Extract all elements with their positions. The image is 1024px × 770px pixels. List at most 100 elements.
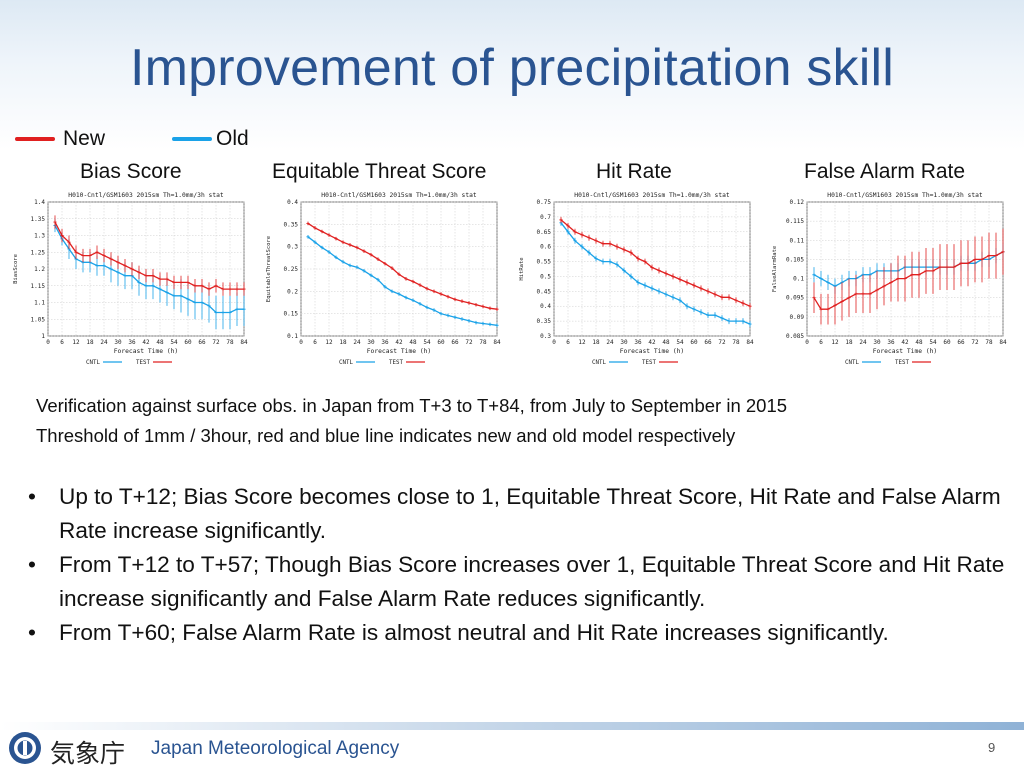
y-tick-label: 0.4 [540,303,551,310]
data-point [812,273,816,277]
data-point [425,287,429,291]
data-point [376,257,380,261]
y-tick-label: 0.4 [287,199,298,206]
data-point [580,245,584,249]
x-tick-label: 48 [662,339,670,346]
x-axis-label: Forecast Time (h) [367,348,431,355]
data-point [221,310,225,315]
data-point [587,236,591,240]
data-point [446,313,450,318]
y-tick-label: 0.095 [786,295,804,302]
data-point [938,265,942,269]
data-point [116,260,120,264]
data-point [306,221,310,226]
legend-old-label: Old [216,127,249,150]
chart-header: H010-Cntl/GSM1603 2015sm Th=1.0mm/3h sta… [68,192,224,199]
y-tick-label: 0.3 [540,333,551,340]
data-point [741,319,745,323]
jma-kanji-name: 気象庁 [50,739,126,768]
data-point [833,303,837,307]
data-point [692,307,696,311]
bullet-item: • Up to T+12; Bias Score becomes close to… [28,480,1018,548]
data-point [685,280,689,284]
y-tick-label: 0.55 [537,259,552,266]
y-axis-label: FalseAlarmRate [772,246,778,292]
data-point [172,294,176,298]
data-point [594,239,598,243]
data-point [95,264,99,268]
data-point [671,295,675,299]
data-point [383,285,387,289]
footer-band [0,722,1024,730]
y-tick-label: 1.15 [31,283,46,290]
x-tick-label: 72 [718,339,726,346]
data-point [959,261,963,265]
data-point [186,297,190,301]
data-point [179,280,183,284]
verification-note-1: Verification against surface obs. in Jap… [36,395,788,416]
data-point [397,272,401,276]
bullet-item: • From T+12 to T+57; Though Bias Score in… [28,548,1018,616]
data-point [341,260,345,264]
data-point [657,289,661,293]
data-point [678,298,682,302]
data-point [453,297,457,301]
data-point [488,322,492,326]
chart-legend-label: TEST [642,360,656,366]
data-point [601,259,605,264]
y-tick-label: 0.35 [284,221,299,228]
chart-title-ets: Equitable Threat Score [272,160,487,183]
data-point [966,261,970,265]
data-point [151,284,155,288]
x-tick-label: 60 [437,339,445,346]
chart-false-alarm-rate: H010-Cntl/GSM1603 2015sm Th=1.0mm/3h sta… [771,188,1009,368]
x-tick-label: 24 [606,339,614,346]
y-tick-label: 1.35 [31,216,46,223]
x-tick-label: 0 [805,339,809,346]
x-tick-label: 18 [86,339,94,346]
data-point [228,287,232,291]
data-point [235,287,239,291]
chart-legend-label: CNTL [845,360,859,366]
series-line-test [560,219,751,307]
chart-legend-label: CNTL [86,360,100,366]
x-tick-label: 0 [552,339,556,346]
data-point [362,269,366,273]
data-point [622,248,626,252]
y-tick-label: 0.35 [537,318,552,325]
data-point [868,292,872,296]
data-point [404,295,408,300]
y-axis-label: BiasScore [13,254,19,284]
data-point [151,274,155,278]
x-tick-label: 54 [676,339,684,346]
data-point [573,239,577,243]
data-point [369,253,373,257]
chart-title-bias: Bias Score [80,160,182,183]
x-tick-label: 0 [46,339,50,346]
data-point [158,277,162,281]
x-tick-label: 6 [60,339,64,346]
data-point [116,270,120,274]
data-point [713,313,717,317]
x-tick-label: 24 [353,339,361,346]
data-point [200,284,204,288]
data-point [397,292,401,296]
chart-bias-score: H010-Cntl/GSM1603 2015sm Th=1.0mm/3h sta… [12,188,250,368]
data-point [439,312,443,316]
x-tick-label: 78 [985,339,993,346]
bullet-item: • From T+60; False Alarm Rate is almost n… [28,616,1018,650]
data-point [432,308,436,312]
data-point [460,317,464,321]
data-point [144,284,148,288]
series-line-test [813,251,1004,310]
x-tick-label: 66 [198,339,206,346]
data-point [495,307,499,311]
data-point [875,288,879,292]
data-point [474,321,478,325]
x-tick-label: 66 [957,339,965,346]
data-point [748,322,752,326]
data-point [439,292,443,296]
data-point [622,268,626,273]
verification-note-2: Threshold of 1mm / 3hour, red and blue l… [36,425,736,446]
y-tick-label: 0.3 [287,244,298,251]
